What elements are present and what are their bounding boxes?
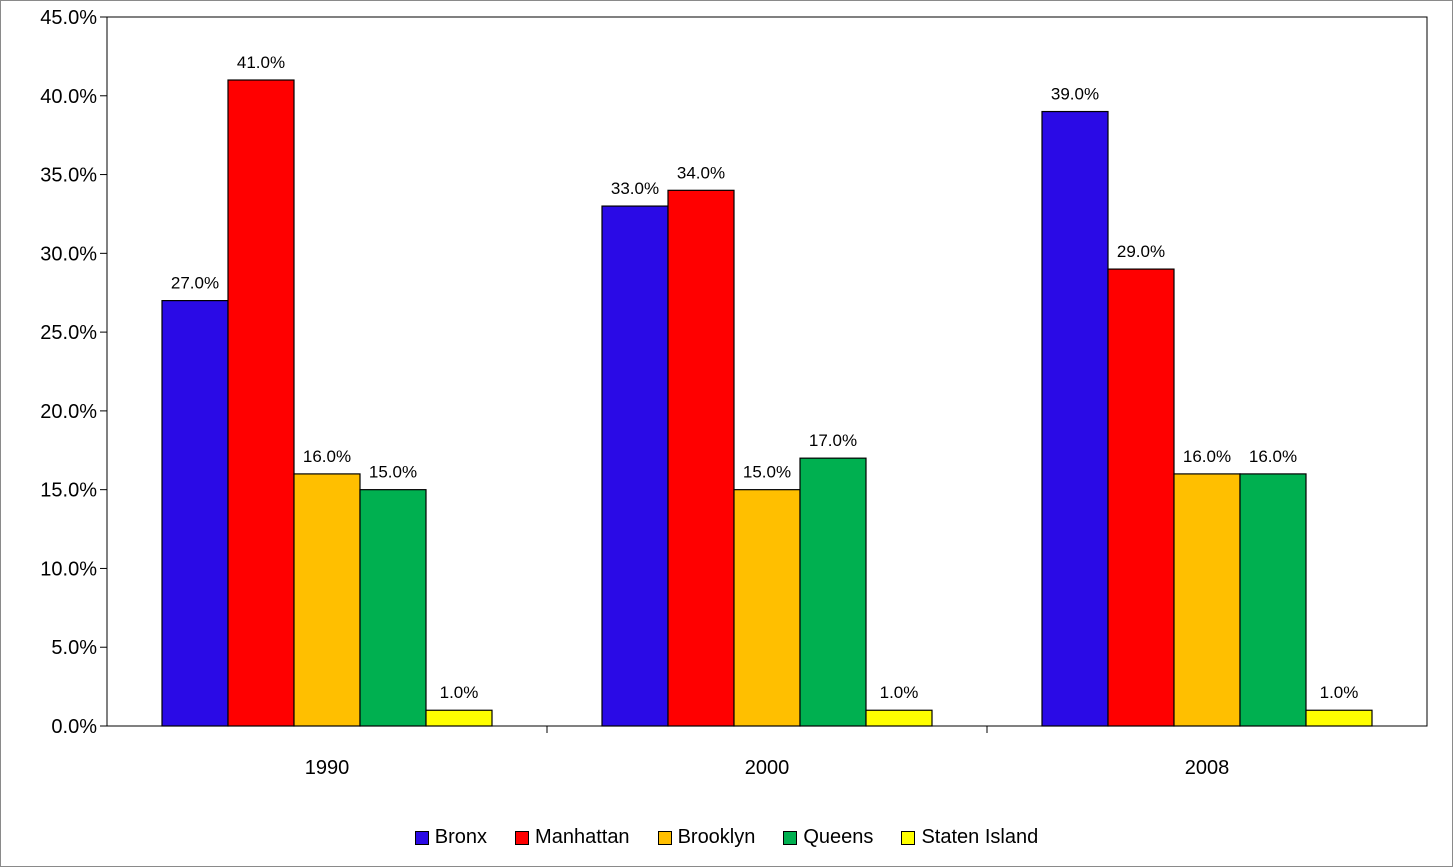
legend-item: Manhattan	[515, 826, 630, 849]
x-tick-label: 2000	[745, 757, 790, 779]
bar-bronx	[601, 205, 669, 727]
legend-item: Bronx	[414, 826, 488, 849]
legend-swatch	[414, 830, 429, 845]
legend-swatch	[783, 830, 798, 845]
legend-item: Staten Island	[901, 826, 1038, 849]
data-label: 34.0%	[677, 163, 725, 182]
y-tick-label: 40.0%	[40, 86, 97, 108]
legend-label: Queens	[803, 826, 874, 848]
x-tick-label: 2008	[1185, 757, 1230, 779]
bar-brooklyn	[1173, 473, 1241, 727]
y-tick-label: 45.0%	[40, 7, 97, 29]
data-label: 39.0%	[1051, 85, 1099, 104]
data-label: 1.0%	[880, 683, 919, 702]
legend-label: Bronx	[434, 826, 488, 848]
legend-item: Queens	[783, 826, 873, 849]
bar-queens	[799, 457, 867, 727]
bar-queens	[359, 489, 427, 727]
data-label: 17.0%	[809, 431, 857, 450]
bar-brooklyn	[293, 473, 361, 727]
y-tick-label: 5.0%	[51, 637, 97, 659]
legend-item: Brooklyn	[657, 826, 756, 849]
y-tick-label: 35.0%	[40, 165, 97, 187]
y-tick-label: 30.0%	[40, 243, 97, 265]
bar-manhattan	[1107, 268, 1175, 727]
legend-label: Brooklyn	[677, 826, 756, 848]
data-label: 33.0%	[611, 179, 659, 198]
data-label: 1.0%	[440, 683, 479, 702]
data-label: 16.0%	[1183, 447, 1231, 466]
data-label: 15.0%	[369, 463, 417, 482]
legend-swatch	[657, 830, 672, 845]
data-label: 16.0%	[1249, 447, 1297, 466]
y-tick-label: 0.0%	[51, 716, 97, 738]
bar-staten-island	[1305, 709, 1373, 727]
bar-manhattan	[227, 79, 295, 727]
bar-staten-island	[865, 709, 933, 727]
data-label: 1.0%	[1320, 683, 1359, 702]
legend: Bronx Manhattan Brooklyn Queens Staten Islan…	[0, 826, 1453, 849]
y-tick-label: 10.0%	[40, 558, 97, 580]
data-label: 16.0%	[303, 447, 351, 466]
bar-brooklyn	[733, 489, 801, 727]
data-label: 15.0%	[743, 463, 791, 482]
y-tick-label: 15.0%	[40, 480, 97, 502]
bar-bronx	[1041, 110, 1109, 727]
legend-swatch	[515, 830, 530, 845]
legend-swatch	[901, 830, 916, 845]
bar-manhattan	[667, 189, 735, 727]
data-label: 27.0%	[171, 274, 219, 293]
data-label: 29.0%	[1117, 242, 1165, 261]
legend-label: Staten Island	[921, 826, 1039, 848]
y-tick-label: 20.0%	[40, 401, 97, 423]
bar-bronx	[161, 300, 229, 727]
x-tick-label: 1990	[305, 757, 350, 779]
bar-queens	[1239, 473, 1307, 727]
bar-staten-island	[425, 709, 493, 727]
data-label: 41.0%	[237, 53, 285, 72]
y-tick-label: 25.0%	[40, 322, 97, 344]
legend-label: Manhattan	[535, 826, 630, 848]
